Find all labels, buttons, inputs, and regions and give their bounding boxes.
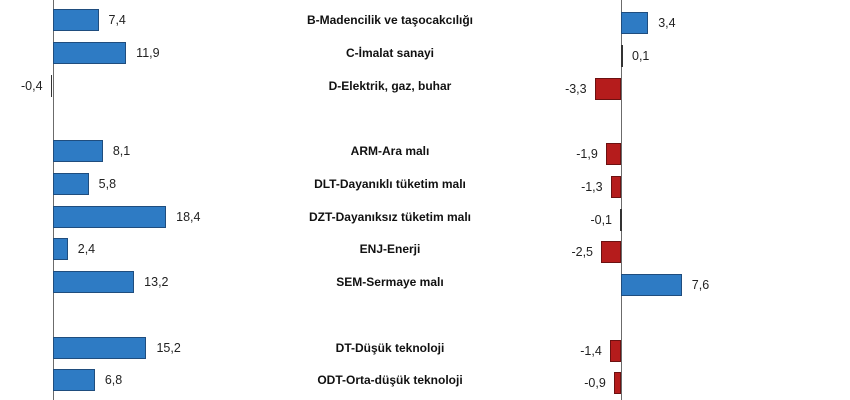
left-value-label: 11,9 bbox=[136, 45, 160, 60]
right-value-label: -1,4 bbox=[580, 343, 602, 358]
left-bar bbox=[53, 238, 68, 261]
category-label: DZT-Dayanıksız tüketim malı bbox=[308, 209, 472, 224]
category-label: DT-Düşük teknoloji bbox=[335, 340, 445, 355]
category-label: B-Madencilik ve taşocakcılığı bbox=[306, 13, 474, 27]
right-bar bbox=[613, 372, 621, 395]
category-label: SEM-Sermaye malı bbox=[336, 275, 444, 289]
left-value-label: -0,4 bbox=[21, 78, 43, 93]
left-value-label: 5,8 bbox=[98, 176, 117, 191]
right-value-label: -2,5 bbox=[571, 245, 593, 260]
right-value-label: -3,3 bbox=[565, 81, 587, 96]
right-bar bbox=[594, 77, 621, 100]
left-bar bbox=[53, 140, 103, 162]
right-bar bbox=[609, 339, 621, 362]
right-bar bbox=[621, 12, 649, 34]
right-value-label: 3,4 bbox=[658, 16, 676, 30]
left-bar bbox=[53, 336, 147, 359]
left-value-label: 7,4 bbox=[108, 13, 126, 27]
right-bar bbox=[605, 143, 621, 165]
left-bar bbox=[53, 41, 127, 64]
left-value-label: 13,2 bbox=[144, 275, 169, 289]
left-value-label: 6,8 bbox=[104, 373, 123, 388]
left-bar bbox=[53, 271, 135, 293]
right-value-label: -1,9 bbox=[576, 147, 598, 161]
right-bar bbox=[621, 274, 682, 296]
right-value-label: 7,6 bbox=[691, 278, 710, 292]
left-value-label: 2,4 bbox=[77, 242, 96, 257]
left-value-label: 18,4 bbox=[176, 209, 201, 224]
category-label: DLT-Dayanıklı tüketim malı bbox=[314, 176, 466, 191]
right-value-label: -0,1 bbox=[590, 212, 612, 227]
right-value-label: -0,9 bbox=[584, 376, 606, 391]
right-panel-axis bbox=[621, 0, 622, 400]
left-bar bbox=[53, 205, 167, 228]
category-label: ENJ-Enerji bbox=[359, 242, 421, 257]
left-bar bbox=[53, 369, 95, 392]
left-bar bbox=[53, 9, 99, 31]
right-value-label: 0,1 bbox=[632, 48, 650, 63]
category-label: D-Elektrik, gaz, buhar bbox=[328, 78, 452, 93]
right-value-label: -1,3 bbox=[581, 179, 603, 194]
category-label: ODT-Orta-düşük teknoloji bbox=[317, 373, 463, 388]
left-value-label: 15,2 bbox=[156, 340, 181, 355]
left-bar bbox=[53, 172, 89, 195]
category-label: ARM-Ara malı bbox=[350, 144, 430, 158]
category-label: C-İmalat sanayi bbox=[345, 45, 435, 60]
right-bar bbox=[610, 175, 621, 198]
left-value-label: 8,1 bbox=[112, 144, 131, 158]
left-panel-axis bbox=[53, 0, 54, 400]
left-bar bbox=[50, 74, 53, 97]
right-bar bbox=[601, 241, 621, 264]
right-bar bbox=[621, 44, 623, 67]
right-bar bbox=[620, 208, 622, 231]
